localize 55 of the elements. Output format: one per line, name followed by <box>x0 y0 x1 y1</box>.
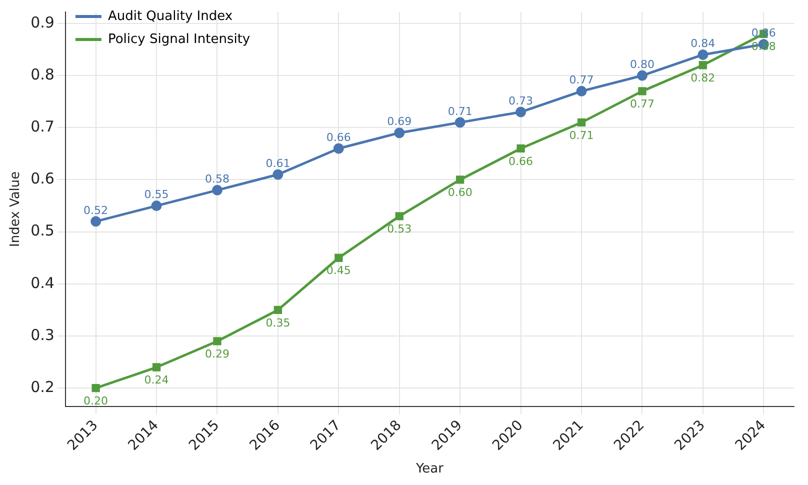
data-label: 0.20 <box>84 394 108 408</box>
data-label: 0.24 <box>144 374 169 387</box>
data-label: 0.80 <box>630 58 654 71</box>
point <box>395 212 404 220</box>
point <box>516 144 525 153</box>
y-axis-title: Index Value <box>8 171 24 247</box>
point <box>394 128 405 138</box>
data-label: 0.61 <box>266 156 290 170</box>
data-label: 0.66 <box>508 154 534 168</box>
point <box>212 184 222 196</box>
point <box>516 106 526 118</box>
data-label: 0.84 <box>690 37 716 50</box>
point <box>577 118 586 127</box>
data-label: 0.29 <box>204 348 230 361</box>
data-label: 0.77 <box>630 98 654 111</box>
y-tick-label: 0.2 <box>30 378 54 396</box>
data-label: 0.71 <box>569 128 594 142</box>
y-tick-label: 0.5 <box>30 222 54 240</box>
point <box>456 176 464 184</box>
data-label: 0.55 <box>144 188 169 202</box>
data-label: 0.53 <box>387 222 412 236</box>
legend-label: Policy Signal Intensity <box>108 32 250 47</box>
x-axis-title: Year <box>414 462 444 477</box>
point <box>334 254 343 262</box>
point <box>92 384 100 392</box>
point <box>698 49 708 60</box>
legend-label: Audit Quality Index <box>108 8 233 24</box>
point <box>636 70 648 81</box>
point <box>272 169 284 180</box>
y-tick-label: 0.3 <box>30 326 54 344</box>
data-label: 0.77 <box>569 74 594 87</box>
y-tick-label: 0.7 <box>30 118 54 136</box>
data-label: 0.82 <box>690 71 716 84</box>
data-label: 0.35 <box>266 316 290 330</box>
point <box>151 200 162 212</box>
point <box>274 306 282 314</box>
data-label: 0.66 <box>326 130 351 144</box>
point <box>152 363 161 372</box>
data-label: 0.60 <box>448 186 472 200</box>
data-label: 0.52 <box>84 204 108 217</box>
data-label: 0.69 <box>387 115 412 128</box>
y-tick-label: 0.4 <box>30 274 54 292</box>
y-tick-label: 0.8 <box>30 65 54 84</box>
point <box>576 86 587 96</box>
point <box>698 61 708 70</box>
point <box>90 216 102 227</box>
data-label: 0.58 <box>204 172 230 186</box>
data-label: 0.71 <box>448 104 472 118</box>
point <box>213 337 222 346</box>
point <box>333 143 344 154</box>
data-label: 0.73 <box>508 94 534 108</box>
y-tick-label: 0.6 <box>30 170 54 188</box>
point <box>638 87 646 96</box>
point <box>454 117 466 128</box>
y-tick-label: 0.9 <box>30 13 54 32</box>
